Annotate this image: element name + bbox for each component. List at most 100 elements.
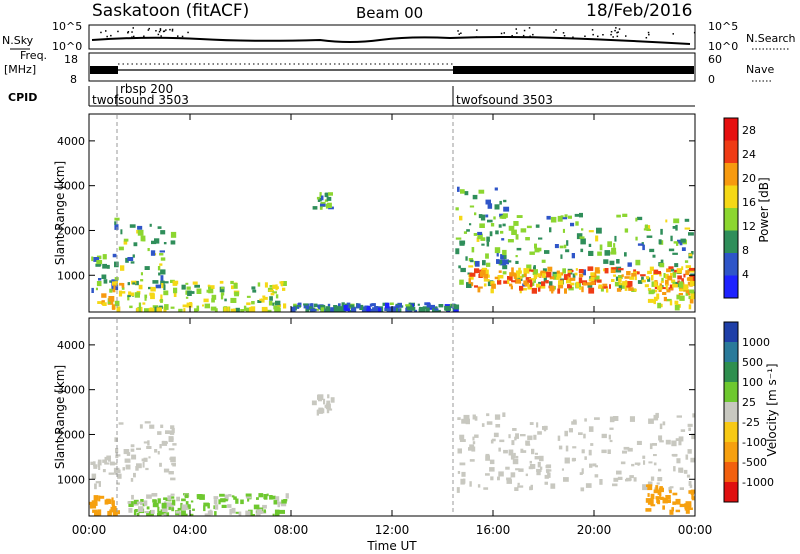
velocity-echo-cell <box>650 476 655 481</box>
velocity-echo-cell <box>168 448 175 451</box>
power-echo-cell <box>692 294 695 299</box>
freq-frame <box>88 52 696 82</box>
power-echo-cell <box>178 308 183 312</box>
power-echo-cell <box>536 283 540 288</box>
power-echo-cell <box>586 283 592 286</box>
velocity-echo-cell <box>231 495 235 498</box>
power-echo-cell <box>677 275 682 280</box>
velocity-echo-cell <box>665 495 671 500</box>
velocity-echo-cell <box>92 505 97 509</box>
velocity-echo-cell <box>125 464 131 470</box>
velocity-echo-cell <box>124 458 131 463</box>
power-echo-cell <box>676 294 681 300</box>
power-echo-cell <box>677 239 683 244</box>
power-echo-cell <box>659 283 663 286</box>
power-colorbar-tick: 16 <box>742 196 756 209</box>
velocity-echo-cell <box>139 424 143 429</box>
nsearch-point <box>177 35 179 37</box>
power-echo-cell <box>621 274 624 278</box>
power-echo-cell <box>564 288 567 294</box>
velocity-echo-cell <box>136 501 143 504</box>
power-echo-cell <box>679 295 685 301</box>
velocity-echo-cell <box>533 434 537 440</box>
velocity-echo-cell <box>457 417 461 420</box>
power-echo-cell <box>653 269 659 275</box>
velocity-echo-cell <box>502 412 506 417</box>
velocity-frame <box>88 317 696 517</box>
power-echo-cell <box>163 284 166 290</box>
velocity-echo-cell <box>581 468 584 474</box>
power-echo-cell <box>635 236 638 241</box>
velocity-echo-cell <box>536 470 541 476</box>
power-echo-cell <box>597 251 602 256</box>
power-echo-cell <box>511 280 516 283</box>
nsearch-point <box>160 35 162 37</box>
velocity-echo-cell <box>221 504 227 508</box>
power-echo-cell <box>604 268 609 274</box>
power-echo-cell <box>641 276 644 283</box>
power-echo-cell <box>680 238 686 243</box>
velocity-echo-cell <box>623 446 630 450</box>
power-echo-cell <box>541 273 546 278</box>
power-echo-cell <box>631 272 637 277</box>
velocity-echo-cell <box>189 513 194 516</box>
power-colorbar-tick: 4 <box>742 268 749 281</box>
velocity-echo-cell <box>472 441 476 445</box>
power-echo-cell <box>610 251 617 255</box>
power-echo-cell <box>637 243 644 246</box>
power-echo-cell <box>611 247 617 253</box>
velocity-echo-cell <box>564 457 570 464</box>
power-echo-cell <box>531 287 537 294</box>
power-echo-cell <box>546 215 551 220</box>
power-echo-cell <box>313 303 318 308</box>
power-colorbar-segment <box>724 185 738 209</box>
power-echo-cell <box>227 306 230 312</box>
velocity-echo-cell <box>486 413 490 417</box>
power-echo-cell <box>523 273 527 277</box>
velocity-echo-cell <box>558 445 563 450</box>
power-echo-cell <box>515 278 522 284</box>
power-echo-cell <box>683 273 686 278</box>
velocity-echo-cell <box>514 487 519 491</box>
velocity-echo-cell <box>184 513 188 516</box>
velocity-echo-cell <box>543 428 547 432</box>
power-echo-cell <box>632 271 639 274</box>
power-echo-cell <box>504 259 509 265</box>
velocity-echo-cell <box>543 425 548 429</box>
power-echo-cell <box>550 216 557 223</box>
power-ytick-label: 1000 <box>57 269 85 282</box>
velocity-echo-cell <box>617 476 623 480</box>
nsearch-point <box>511 35 513 37</box>
velocity-echo-cell <box>468 447 474 451</box>
power-echo-cell <box>570 282 575 286</box>
nsky-label: N.Sky <box>2 34 34 47</box>
power-echo-cell <box>533 278 536 283</box>
power-echo-cell <box>672 252 678 255</box>
power-echo-cell <box>526 264 532 271</box>
nsearch-point <box>131 36 133 38</box>
velocity-echo-cell <box>659 486 663 489</box>
power-echo-cell <box>230 297 237 303</box>
power-echo-cell <box>646 235 653 238</box>
nsearch-point <box>617 31 619 33</box>
velocity-echo-cell <box>285 493 289 499</box>
velocity-echo-cell <box>687 503 690 507</box>
velocity-echo-cell <box>169 430 174 434</box>
velocity-echo-cell <box>490 439 494 444</box>
power-colorbar-tick: 20 <box>742 172 756 185</box>
power-echo-cell <box>262 295 266 298</box>
velocity-echo-cell <box>176 496 180 502</box>
velocity-echo-cell <box>601 433 607 439</box>
power-echo-cell <box>430 304 435 309</box>
power-echo-cell <box>651 275 654 281</box>
velocity-echo-cell <box>143 500 148 506</box>
nsearch-point <box>106 35 108 38</box>
velocity-echo-cell <box>595 465 598 468</box>
power-echo-cell <box>275 300 281 306</box>
velocity-echo-cell <box>515 468 520 471</box>
power-echo-cell <box>660 228 663 235</box>
velocity-echo-cell <box>667 499 671 503</box>
power-echo-cell <box>515 234 519 240</box>
velocity-colorbar-tick: -500 <box>742 456 767 469</box>
power-echo-cell <box>127 257 134 261</box>
